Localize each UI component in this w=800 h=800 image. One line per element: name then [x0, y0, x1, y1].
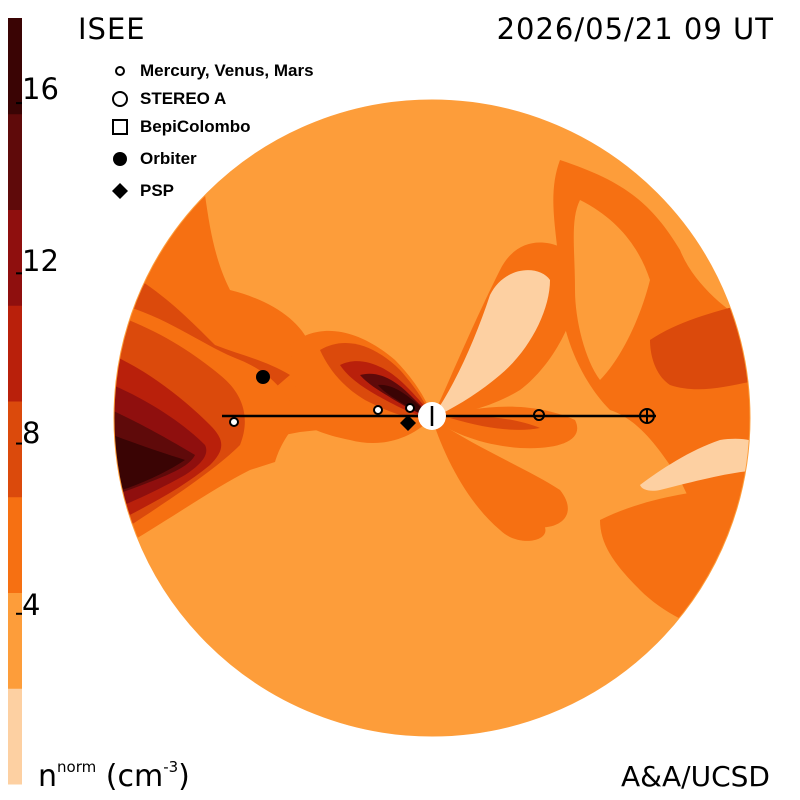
patch-right-light: [640, 438, 750, 491]
legend-label: STEREO A: [140, 89, 227, 108]
colorbar-band: [8, 113, 22, 210]
map-title: ISEE: [78, 12, 146, 46]
legend-label: PSP: [140, 181, 175, 200]
legend-item-orbiter: Orbiter: [100, 148, 197, 170]
colorbar-tick-label: 16: [22, 72, 59, 106]
colorbar-band: [8, 401, 22, 498]
filled-diamond-icon: [100, 182, 140, 200]
quantity-symbol: n: [38, 759, 58, 794]
planet-marker-mars: [229, 417, 239, 427]
unit-close: ): [178, 759, 190, 794]
stereo-a-marker: [533, 409, 545, 421]
legend-label: Mercury, Venus, Mars: [140, 61, 314, 80]
planet-marker-venus: [373, 405, 383, 415]
region-upper-right-inner: [573, 200, 650, 380]
open-square-icon: [100, 118, 140, 136]
colorbar-band: [8, 305, 22, 402]
legend-label: Orbiter: [140, 149, 197, 168]
colorbar-band: [8, 688, 22, 785]
credit-label: A&A/UCSD: [621, 760, 770, 793]
colorbar-tick-label: 12: [22, 244, 59, 278]
legend-label: BepiColombo: [140, 117, 251, 136]
colorbar-tick-label: 4: [22, 588, 41, 622]
unit-superscript: -3: [163, 758, 179, 776]
psp-marker: [400, 415, 416, 431]
colorbar-band: [8, 592, 22, 689]
small-open-circle-icon: [100, 64, 140, 78]
patch-right-dark: [650, 300, 750, 390]
streamer-center-5: [378, 384, 432, 418]
disk-edge: [113, 99, 751, 737]
band-east-inner: [450, 416, 540, 430]
open-circle-icon: [100, 90, 140, 108]
colorbar-tick-label: 8: [22, 416, 41, 450]
timestamp: 2026/05/21 09 UT: [496, 12, 774, 46]
planet-marker-mercury: [405, 403, 415, 413]
legend-item-planets: Mercury, Venus, Mars: [100, 60, 314, 82]
colorbar-band: [8, 496, 22, 593]
lobe-south: [432, 418, 568, 528]
legend-item-stereo-a: STEREO A: [100, 88, 226, 110]
streamer-northeast-light: [432, 270, 550, 418]
colorbar: [8, 18, 22, 785]
filled-circle-icon: [100, 150, 140, 168]
unit-open: (cm: [96, 759, 164, 794]
orbiter-marker: [256, 370, 270, 384]
plume-west-5: [114, 430, 185, 495]
colorbar-band: [8, 209, 22, 306]
quantity-superscript: norm: [57, 758, 97, 776]
legend-item-psp: PSP: [100, 180, 174, 202]
colorbar-unit-label: nnorm (cm-3): [38, 758, 190, 794]
colorbar-band: [8, 18, 22, 115]
legend-item-bepicolombo: BepiColombo: [100, 116, 251, 138]
